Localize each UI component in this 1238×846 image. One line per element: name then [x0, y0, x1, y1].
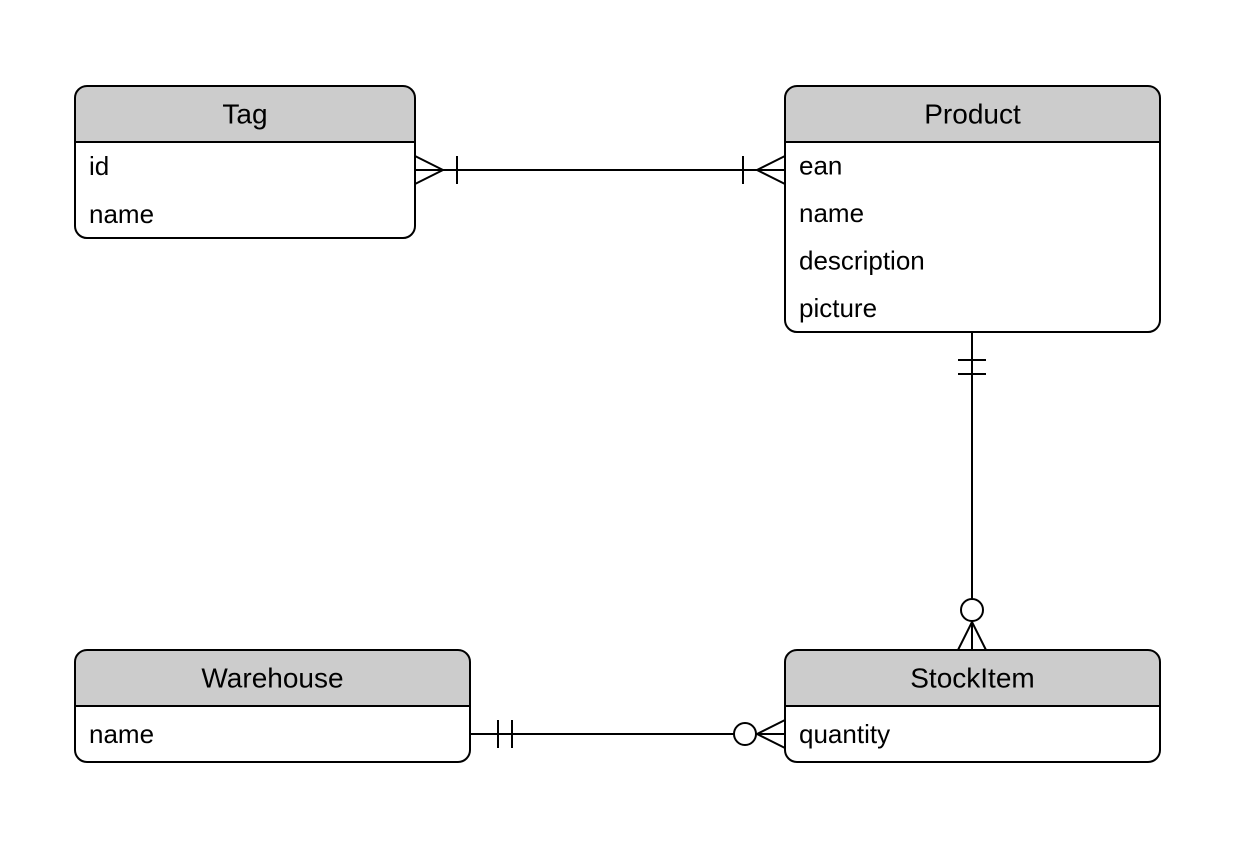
entity-attribute: id [89, 151, 109, 181]
entity-title: StockItem [910, 662, 1034, 693]
entity-attribute: quantity [799, 719, 890, 749]
entity-stockitem: StockItem quantity [785, 650, 1160, 762]
entity-attribute: picture [799, 293, 877, 323]
relationship [470, 720, 785, 748]
entity-attribute: name [799, 198, 864, 228]
entity-product: Product ean name description picture [785, 86, 1160, 332]
entity-warehouse: Warehouse name [75, 650, 470, 762]
entity-title: Tag [222, 98, 267, 129]
entity-title: Warehouse [201, 662, 343, 693]
entity-attribute: ean [799, 151, 842, 181]
entity-attribute: description [799, 246, 925, 276]
entity-title: Product [924, 98, 1021, 129]
relationship [958, 332, 986, 650]
entity-tag: Tag id name [75, 86, 415, 238]
entity-attribute: name [89, 719, 154, 749]
er-diagram: Tag id name Product ean name description pictur… [0, 0, 1238, 846]
entity-attribute: name [89, 199, 154, 229]
relationship [415, 156, 785, 184]
entities-layer: Tag id name Product ean name description pictur… [75, 86, 1160, 762]
